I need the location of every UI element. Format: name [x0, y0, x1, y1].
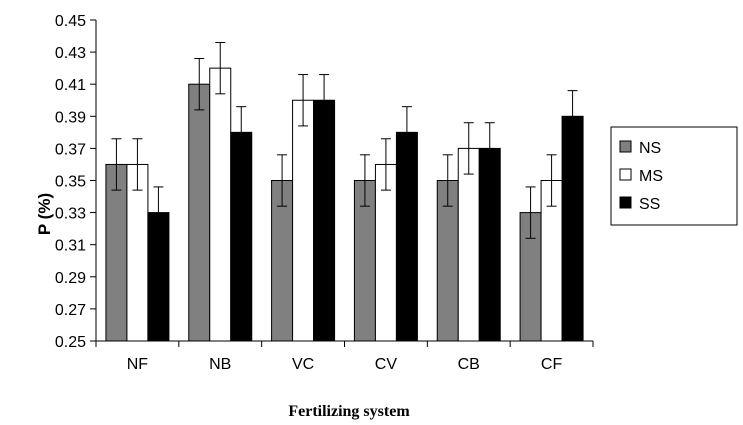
error-bars: [111, 41, 578, 239]
bar-ss-vc: [313, 99, 336, 342]
bars: [105, 67, 584, 342]
bar-ss-cf: [561, 115, 584, 342]
bar-ss-nb: [230, 131, 253, 342]
y-tick-label: 0.37: [55, 141, 86, 158]
legend: NS MS SS: [610, 126, 738, 226]
bar-ms-vc: [292, 99, 315, 342]
bar-ms-nb: [209, 67, 232, 342]
x-tick-label: NF: [127, 356, 149, 373]
legend-swatch-ss: [619, 196, 632, 209]
x-axis-label: Fertilizing system: [288, 403, 410, 420]
y-tick-label: 0.25: [55, 334, 86, 351]
y-tick-label: 0.29: [55, 270, 86, 287]
bar-ms-cb: [457, 147, 480, 342]
x-tick-label: NB: [209, 356, 231, 373]
bar-ms-nf: [126, 163, 149, 342]
bar-ns-nb: [188, 83, 211, 342]
y-tick-label: 0.33: [55, 206, 86, 223]
x-axis: NF NB VC CV CB CF: [95, 340, 594, 373]
y-tick-label: 0.35: [55, 174, 86, 191]
y-tick-label: 0.27: [55, 302, 86, 319]
y-tick-label: 0.39: [55, 109, 86, 126]
legend-box: [610, 126, 738, 226]
bar-ms-cv: [374, 163, 397, 342]
legend-swatch-ms: [619, 168, 632, 181]
y-tick-label: 0.43: [55, 45, 86, 62]
y-axis: 0.25 0.27 0.29 0.31 0.33 0.35 0.37 0.39 0.41 0.43…: [55, 13, 97, 351]
x-tick-label: CF: [541, 356, 563, 373]
x-tick-label: CB: [458, 356, 480, 373]
y-tick-label: 0.31: [55, 238, 86, 255]
y-tick-label: 0.45: [55, 13, 86, 30]
bar-ss-cv: [395, 131, 418, 342]
y-tick-label: 0.41: [55, 77, 86, 94]
bar-ss-cb: [478, 147, 501, 342]
bar-ns-nf: [105, 163, 128, 342]
legend-label-ss: SS: [639, 196, 660, 213]
legend-label-ms: MS: [639, 168, 663, 185]
x-tick-label: CV: [375, 356, 398, 373]
x-tick-label: VC: [292, 356, 314, 373]
y-axis-label: P (%): [35, 193, 54, 235]
legend-label-ns: NS: [639, 140, 661, 157]
legend-swatch-ns: [619, 140, 632, 153]
